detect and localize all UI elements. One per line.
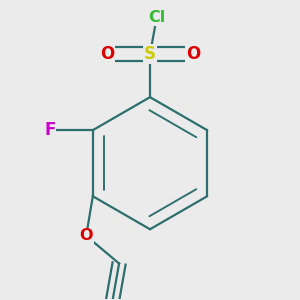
Text: O: O	[186, 45, 200, 63]
Text: S: S	[144, 45, 156, 63]
Text: Cl: Cl	[148, 11, 165, 26]
Text: O: O	[80, 228, 93, 243]
Text: O: O	[100, 45, 114, 63]
Text: F: F	[44, 121, 56, 139]
